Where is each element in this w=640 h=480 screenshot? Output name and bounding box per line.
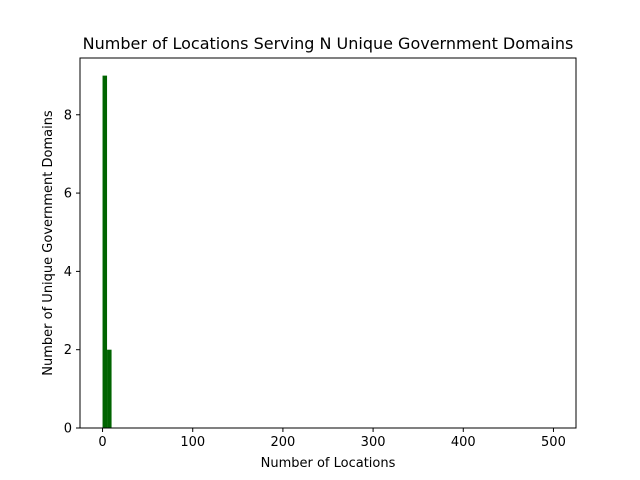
y-axis: 0 2 4 6 8 <box>64 108 80 437</box>
x-tick-label: 300 <box>361 435 386 450</box>
bar-0 <box>102 75 108 428</box>
chart-title: Number of Locations Serving N Unique Gov… <box>83 34 574 53</box>
bar-1 <box>107 349 112 428</box>
y-tick-label: 0 <box>64 422 72 437</box>
x-tick-label: 500 <box>541 435 566 450</box>
bars-layer <box>102 75 112 428</box>
plot-frame <box>79 57 577 429</box>
x-tick-label: 200 <box>270 435 295 450</box>
y-tick-label: 6 <box>64 187 72 202</box>
x-axis-label: Number of Locations <box>261 456 396 471</box>
x-tick-label: 0 <box>98 435 106 450</box>
y-tick-label: 2 <box>64 343 72 358</box>
x-tick-label: 100 <box>180 435 205 450</box>
y-tick-label: 8 <box>64 108 72 123</box>
x-axis: 0 100 200 300 400 500 <box>98 428 566 450</box>
y-axis-label: Number of Unique Government Domains <box>41 110 56 376</box>
x-tick-label: 400 <box>451 435 476 450</box>
y-tick-label: 4 <box>64 265 72 280</box>
